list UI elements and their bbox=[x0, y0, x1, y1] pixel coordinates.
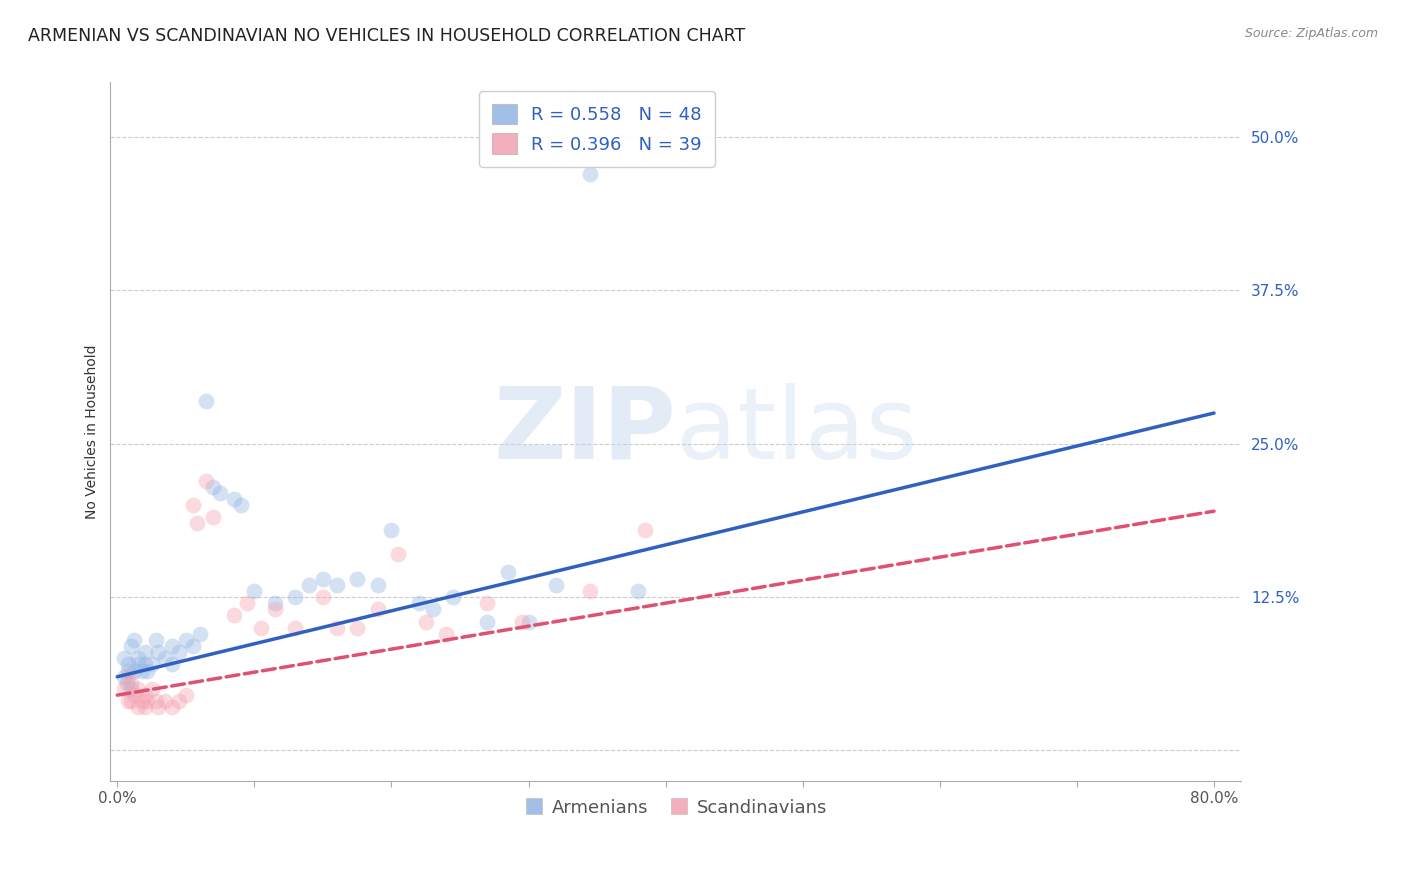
Point bbox=[202, 510, 225, 524]
Point bbox=[415, 615, 437, 629]
Point bbox=[127, 700, 149, 714]
Point bbox=[134, 645, 156, 659]
Point bbox=[136, 694, 159, 708]
Point bbox=[284, 590, 307, 604]
Point bbox=[174, 688, 197, 702]
Point bbox=[181, 498, 204, 512]
Point bbox=[387, 547, 409, 561]
Point bbox=[122, 664, 145, 678]
Point bbox=[510, 615, 533, 629]
Point bbox=[120, 639, 142, 653]
Point bbox=[122, 688, 145, 702]
Point bbox=[117, 657, 139, 672]
Point bbox=[209, 485, 232, 500]
Point bbox=[186, 516, 208, 531]
Point bbox=[127, 657, 149, 672]
Point bbox=[222, 491, 245, 506]
Text: atlas: atlas bbox=[676, 383, 918, 480]
Point bbox=[477, 596, 499, 610]
Point bbox=[148, 700, 170, 714]
Point bbox=[127, 681, 149, 696]
Point bbox=[155, 694, 177, 708]
Point bbox=[117, 664, 139, 678]
Point bbox=[112, 670, 135, 684]
Point bbox=[134, 688, 156, 702]
Point bbox=[145, 694, 167, 708]
Point bbox=[325, 578, 347, 592]
Point bbox=[346, 572, 368, 586]
Point bbox=[112, 681, 135, 696]
Point bbox=[141, 657, 163, 672]
Point bbox=[120, 694, 142, 708]
Point bbox=[517, 615, 540, 629]
Point bbox=[579, 583, 602, 598]
Point bbox=[434, 627, 457, 641]
Point bbox=[202, 480, 225, 494]
Point bbox=[284, 621, 307, 635]
Point bbox=[181, 639, 204, 653]
Point bbox=[127, 651, 149, 665]
Point bbox=[167, 694, 190, 708]
Point bbox=[195, 393, 218, 408]
Point bbox=[229, 498, 252, 512]
Point bbox=[160, 700, 183, 714]
Point bbox=[131, 664, 153, 678]
Y-axis label: No Vehicles in Household: No Vehicles in Household bbox=[86, 344, 100, 518]
Point bbox=[145, 632, 167, 647]
Point bbox=[544, 578, 567, 592]
Point bbox=[120, 676, 142, 690]
Point bbox=[579, 167, 602, 181]
Point bbox=[422, 602, 444, 616]
Point bbox=[120, 681, 142, 696]
Point bbox=[312, 590, 335, 604]
Point bbox=[141, 681, 163, 696]
Point bbox=[627, 583, 650, 598]
Point bbox=[496, 566, 519, 580]
Point bbox=[312, 572, 335, 586]
Legend: Armenians, Scandinavians: Armenians, Scandinavians bbox=[517, 792, 835, 824]
Text: ARMENIAN VS SCANDINAVIAN NO VEHICLES IN HOUSEHOLD CORRELATION CHART: ARMENIAN VS SCANDINAVIAN NO VEHICLES IN … bbox=[28, 27, 745, 45]
Point bbox=[325, 621, 347, 635]
Point bbox=[174, 632, 197, 647]
Point bbox=[134, 657, 156, 672]
Point bbox=[367, 602, 389, 616]
Point bbox=[264, 602, 287, 616]
Point bbox=[131, 694, 153, 708]
Point bbox=[160, 657, 183, 672]
Point bbox=[441, 590, 464, 604]
Point bbox=[408, 596, 430, 610]
Point bbox=[195, 474, 218, 488]
Point bbox=[134, 700, 156, 714]
Point bbox=[112, 651, 135, 665]
Point bbox=[367, 578, 389, 592]
Point bbox=[477, 615, 499, 629]
Point bbox=[380, 523, 402, 537]
Point bbox=[148, 645, 170, 659]
Point bbox=[264, 596, 287, 610]
Point bbox=[236, 596, 259, 610]
Point bbox=[188, 627, 211, 641]
Text: Source: ZipAtlas.com: Source: ZipAtlas.com bbox=[1244, 27, 1378, 40]
Point bbox=[222, 608, 245, 623]
Point bbox=[243, 583, 266, 598]
Point bbox=[122, 632, 145, 647]
Point bbox=[167, 645, 190, 659]
Text: ZIP: ZIP bbox=[494, 383, 676, 480]
Point bbox=[250, 621, 273, 635]
Point bbox=[346, 621, 368, 635]
Point bbox=[117, 670, 139, 684]
Point bbox=[155, 651, 177, 665]
Point bbox=[136, 664, 159, 678]
Point bbox=[160, 639, 183, 653]
Point bbox=[115, 676, 138, 690]
Point bbox=[117, 694, 139, 708]
Point bbox=[298, 578, 321, 592]
Point bbox=[634, 523, 657, 537]
